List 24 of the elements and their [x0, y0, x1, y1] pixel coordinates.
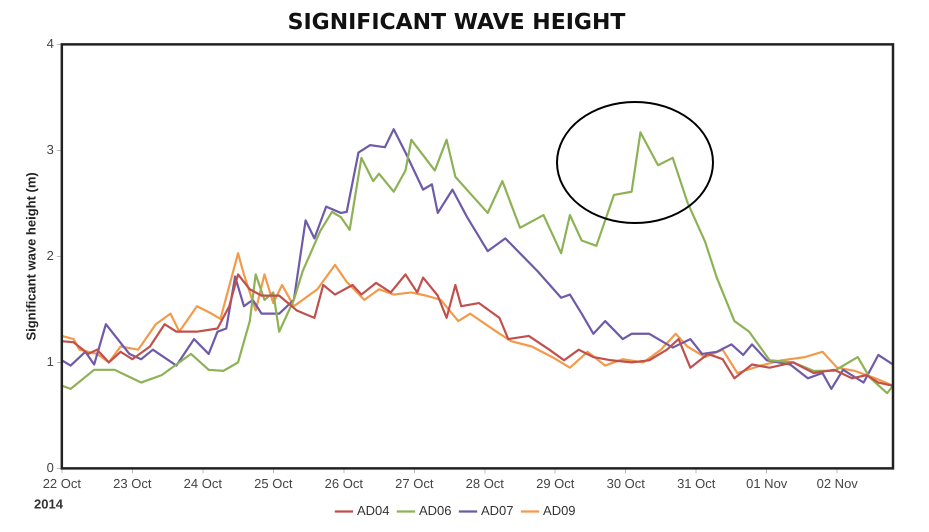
x-tick-label: 26 Oct — [324, 476, 364, 491]
text: 2014 — [34, 496, 64, 512]
y-tick-label: 2 — [46, 248, 54, 263]
x-tick-label: 29 Oct — [536, 476, 575, 491]
x-tick-label: 27 Oct — [395, 476, 434, 491]
x-tick-label: 02 Nov — [816, 476, 858, 491]
legend-label: AD07 — [481, 503, 514, 518]
y-axis-title: Significant wave height (m) — [23, 172, 38, 341]
x-tick-label: 28 Oct — [466, 476, 504, 491]
y-tick-label: 1 — [46, 354, 54, 369]
y-tick-label: 3 — [46, 142, 54, 157]
legend-label: AD06 — [418, 503, 452, 518]
x-tick-label: 22 Oct — [42, 476, 82, 491]
x-tick-label: 25 Oct — [254, 476, 293, 491]
x-tick-label: 30 Oct — [606, 476, 646, 491]
chart-title: SIGNIFICANT WAVE HEIGHT — [288, 10, 626, 35]
legend-label: AD09 — [543, 503, 576, 518]
x-tick-label: 24 Oct — [184, 476, 222, 491]
legend-label: AD04 — [356, 503, 390, 518]
y-tick-label: 0 — [46, 460, 54, 475]
y-tick-label: 4 — [46, 36, 54, 51]
x-tick-label: 31 Oct — [677, 476, 716, 491]
x-tick-label: 01 Nov — [746, 476, 788, 491]
x-tick-label: 23 Oct — [113, 476, 152, 491]
